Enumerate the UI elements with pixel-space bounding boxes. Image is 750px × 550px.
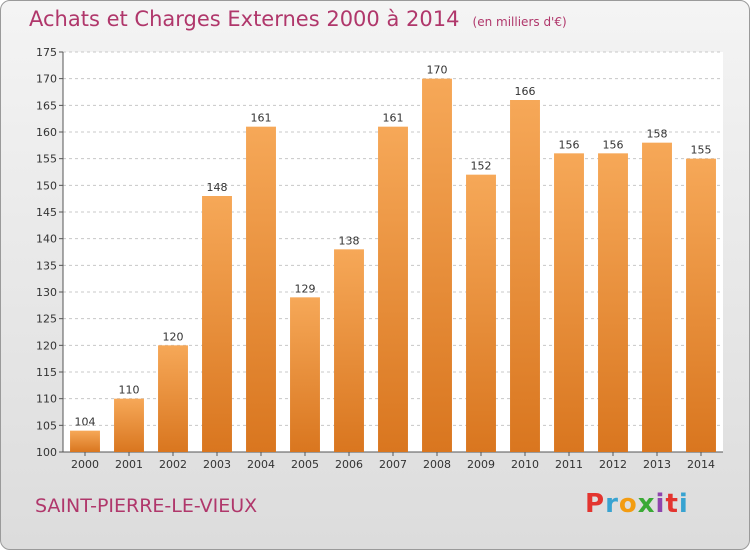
x-tick-label: 2008 (423, 458, 451, 471)
x-tick-label: 2009 (467, 458, 495, 471)
chart-title: Achats et Charges Externes 2000 à 2014 (… (29, 7, 567, 31)
bar-value-label: 155 (691, 144, 712, 157)
bar (114, 398, 144, 452)
y-tick-label: 135 (36, 259, 57, 272)
bar (466, 174, 496, 452)
y-tick-label: 100 (36, 446, 57, 459)
bar-value-label: 170 (427, 64, 448, 77)
logo-letter: o (618, 489, 638, 519)
y-tick-label: 165 (36, 99, 57, 112)
logo-letter: i (655, 489, 666, 519)
y-tick-label: 175 (36, 46, 57, 59)
bar-value-label: 129 (295, 282, 316, 295)
logo-letter: t (665, 489, 679, 519)
y-tick-label: 160 (36, 126, 57, 139)
x-tick-label: 2001 (115, 458, 143, 471)
y-tick-label: 130 (36, 286, 57, 299)
logo-letter: i (678, 489, 689, 519)
bar-value-label: 166 (515, 85, 536, 98)
bar (642, 142, 672, 452)
bar (686, 158, 716, 452)
bar-value-label: 120 (163, 330, 184, 343)
y-tick-label: 125 (36, 313, 57, 326)
bar (246, 126, 276, 453)
y-tick-label: 110 (36, 393, 57, 406)
x-tick-label: 2010 (511, 458, 539, 471)
x-tick-label: 2000 (71, 458, 99, 471)
place-name: SAINT-PIERRE-LE-VIEUX (35, 495, 258, 517)
bar-value-label: 110 (119, 384, 140, 397)
y-tick-label: 115 (36, 366, 57, 379)
y-tick-label: 150 (36, 179, 57, 192)
x-tick-label: 2006 (335, 458, 363, 471)
bar-value-label: 156 (603, 138, 624, 151)
bar-value-label: 156 (559, 138, 580, 151)
y-tick-label: 145 (36, 206, 57, 219)
y-tick-label: 170 (36, 73, 57, 86)
bar (290, 297, 320, 452)
y-tick-label: 105 (36, 419, 57, 432)
bar-value-label: 161 (251, 112, 272, 125)
x-tick-label: 2007 (379, 458, 407, 471)
y-tick-label: 155 (36, 153, 57, 166)
bar (510, 100, 540, 452)
bar (554, 153, 584, 453)
x-tick-label: 2002 (159, 458, 187, 471)
logo-letter: x (637, 489, 656, 519)
bar (334, 249, 364, 452)
x-tick-label: 2013 (643, 458, 671, 471)
logo-letter: P (585, 489, 606, 519)
x-tick-label: 2014 (687, 458, 715, 471)
x-tick-label: 2003 (203, 458, 231, 471)
x-tick-label: 2004 (247, 458, 275, 471)
chart-title-text: Achats et Charges Externes 2000 à 2014 (29, 7, 460, 31)
proxiti-logo: Proxiti (585, 489, 689, 519)
bar-value-label: 161 (383, 112, 404, 125)
y-tick-label: 120 (36, 339, 57, 352)
x-tick-label: 2011 (555, 458, 583, 471)
x-tick-label: 2005 (291, 458, 319, 471)
y-tick-label: 140 (36, 233, 57, 246)
logo-letter: r (605, 489, 619, 519)
bar (158, 345, 188, 452)
x-tick-label: 2012 (599, 458, 627, 471)
bar-value-label: 148 (207, 181, 228, 194)
bar (378, 126, 408, 453)
bar (70, 430, 100, 452)
bar-value-label: 138 (339, 234, 360, 247)
bar (598, 153, 628, 453)
bar (422, 78, 452, 453)
bar (202, 196, 232, 452)
bar-value-label: 104 (75, 416, 96, 429)
bar-value-label: 152 (471, 160, 492, 173)
bar-value-label: 158 (647, 128, 668, 141)
chart-unit: (en milliers d'€) (472, 15, 567, 29)
